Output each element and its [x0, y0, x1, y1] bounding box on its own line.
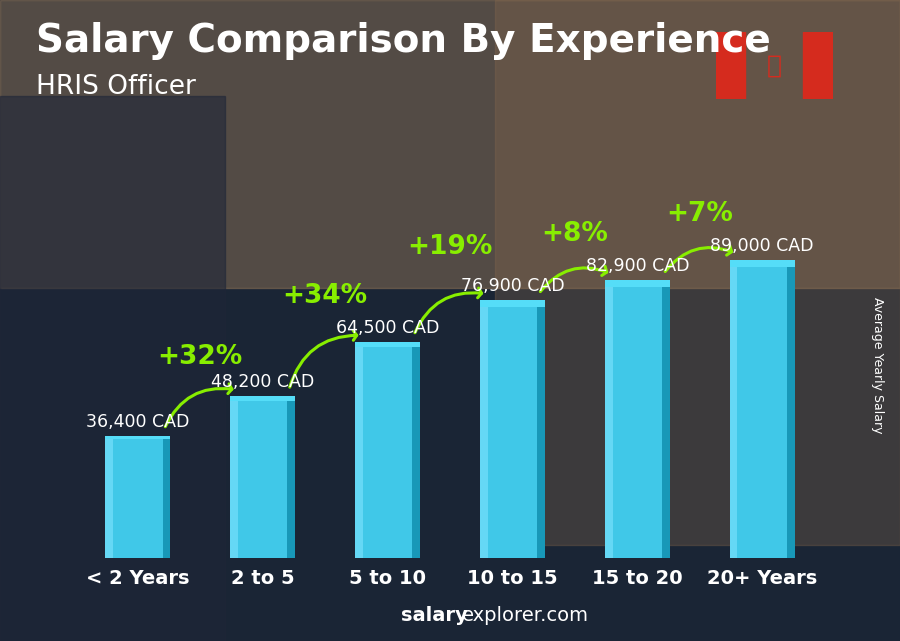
Text: +8%: +8%	[542, 221, 608, 247]
Bar	[356, 342, 363, 558]
Text: 48,200 CAD: 48,200 CAD	[212, 374, 314, 392]
Bar	[356, 342, 420, 558]
Bar	[0, 0, 900, 288]
Bar	[230, 397, 238, 558]
Text: 76,900 CAD: 76,900 CAD	[461, 278, 564, 296]
Bar	[605, 280, 670, 287]
Bar	[287, 397, 295, 558]
Bar	[105, 436, 170, 558]
Bar	[480, 301, 544, 307]
Bar	[230, 397, 295, 558]
Bar	[787, 260, 795, 558]
Bar	[495, 0, 900, 545]
Bar	[105, 436, 170, 439]
Bar	[480, 301, 488, 558]
Bar	[105, 436, 113, 558]
Bar	[605, 280, 670, 558]
Text: 82,900 CAD: 82,900 CAD	[586, 258, 689, 276]
Text: Average Yearly Salary: Average Yearly Salary	[871, 297, 884, 433]
Bar	[730, 260, 737, 558]
Text: Salary Comparison By Experience: Salary Comparison By Experience	[36, 22, 770, 60]
Bar	[356, 342, 420, 347]
Bar	[537, 301, 544, 558]
Bar	[0, 96, 225, 641]
Text: +7%: +7%	[666, 201, 734, 226]
Text: explorer.com: explorer.com	[462, 606, 589, 625]
Bar	[163, 436, 170, 558]
Bar	[662, 280, 670, 558]
Text: +34%: +34%	[283, 283, 368, 308]
Text: +19%: +19%	[408, 235, 492, 260]
Text: HRIS Officer: HRIS Officer	[36, 74, 196, 100]
Text: salary: salary	[400, 606, 467, 625]
Bar	[480, 301, 544, 558]
Text: 64,500 CAD: 64,500 CAD	[336, 319, 439, 337]
Bar	[730, 260, 795, 267]
Text: +32%: +32%	[158, 344, 243, 370]
Bar	[803, 32, 833, 99]
Text: 🍁: 🍁	[767, 54, 781, 78]
Bar	[716, 32, 745, 99]
Bar	[730, 260, 795, 558]
Bar	[605, 280, 613, 558]
Text: 89,000 CAD: 89,000 CAD	[710, 237, 814, 255]
Bar	[230, 397, 295, 401]
Bar	[412, 342, 420, 558]
Text: 36,400 CAD: 36,400 CAD	[86, 413, 190, 431]
